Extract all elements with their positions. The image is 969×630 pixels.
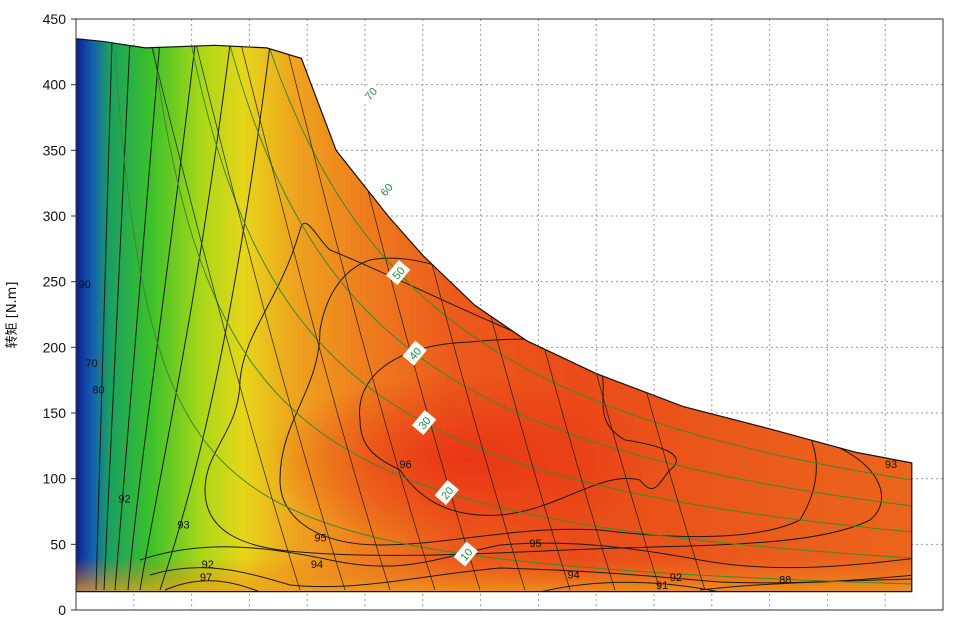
contour-label: 93 bbox=[885, 459, 897, 471]
efficiency-contour bbox=[239, 39, 391, 591]
power-curve bbox=[149, 38, 912, 561]
power-label-box bbox=[411, 409, 437, 435]
power-label-box bbox=[385, 259, 411, 285]
contour-label: 94 bbox=[311, 559, 323, 571]
efficiency-contour bbox=[164, 580, 261, 592]
efficiency-contour bbox=[103, 39, 131, 591]
contour-label: 96 bbox=[399, 459, 411, 471]
efficiency-contour bbox=[139, 542, 912, 569]
y-tick-label: 300 bbox=[43, 208, 67, 224]
power-curve bbox=[218, 38, 912, 511]
plot-frame bbox=[75, 18, 944, 611]
map-area: 9293929795949695949291889380709090807060… bbox=[76, 38, 913, 593]
y-tick-label: 50 bbox=[50, 536, 66, 552]
contour-label: 90 bbox=[79, 279, 91, 291]
y-tick-label: 450 bbox=[43, 11, 67, 27]
efficiency-contour bbox=[139, 44, 231, 591]
low-torque-band bbox=[76, 557, 912, 592]
y-tick-label: 350 bbox=[43, 142, 67, 158]
y-tick-label: 0 bbox=[58, 602, 66, 618]
y-tick-label: 200 bbox=[43, 339, 67, 355]
contour-label: 92 bbox=[202, 559, 214, 571]
power-label-box bbox=[434, 479, 459, 505]
contour-label: 95 bbox=[314, 533, 326, 545]
efficiency-contour bbox=[194, 39, 346, 591]
efficiency-contour bbox=[359, 338, 677, 516]
contour-label: 95 bbox=[529, 538, 541, 550]
power-curve bbox=[253, 38, 912, 486]
efficiency-contour bbox=[95, 39, 113, 591]
efficiency-contour bbox=[114, 39, 161, 591]
contour-label: 97 bbox=[200, 572, 212, 584]
efficiency-contour bbox=[699, 577, 912, 591]
power-curve bbox=[114, 52, 912, 586]
y-tick-label: 250 bbox=[43, 274, 67, 290]
efficiency-details bbox=[76, 38, 912, 592]
contour-label: 94 bbox=[568, 569, 580, 581]
contour-label: 70 bbox=[85, 358, 97, 370]
y-axis: 0 50 100 150 200 250 300 350 400 450 bbox=[43, 11, 76, 618]
power-label-box bbox=[358, 80, 383, 106]
power-label-box bbox=[402, 340, 427, 366]
y-tick-label: 100 bbox=[43, 471, 67, 487]
contour-label: 88 bbox=[779, 575, 791, 587]
y-tick-label: 400 bbox=[43, 77, 67, 93]
peak-efficiency-zone bbox=[266, 373, 667, 544]
y-axis-label: 转矩 [N.m] bbox=[5, 282, 20, 349]
efficiency-contour bbox=[127, 44, 196, 591]
power-label-box bbox=[373, 176, 399, 202]
contour-label: 92 bbox=[118, 493, 130, 505]
contour-label: 92 bbox=[670, 572, 682, 584]
power-label-box bbox=[453, 541, 478, 567]
efficiency-contour bbox=[159, 44, 271, 591]
torque-envelope bbox=[76, 38, 913, 593]
contour-label: 80 bbox=[92, 384, 104, 396]
power-label: 60 bbox=[373, 176, 399, 202]
contour-label: 93 bbox=[177, 520, 189, 532]
power-curve bbox=[183, 38, 912, 536]
contour-label: 91 bbox=[656, 580, 668, 592]
efficiency-contour bbox=[149, 39, 301, 591]
y-tick-label: 150 bbox=[43, 405, 67, 421]
efficiency-contour bbox=[284, 39, 436, 591]
efficiency-contour bbox=[539, 581, 721, 592]
